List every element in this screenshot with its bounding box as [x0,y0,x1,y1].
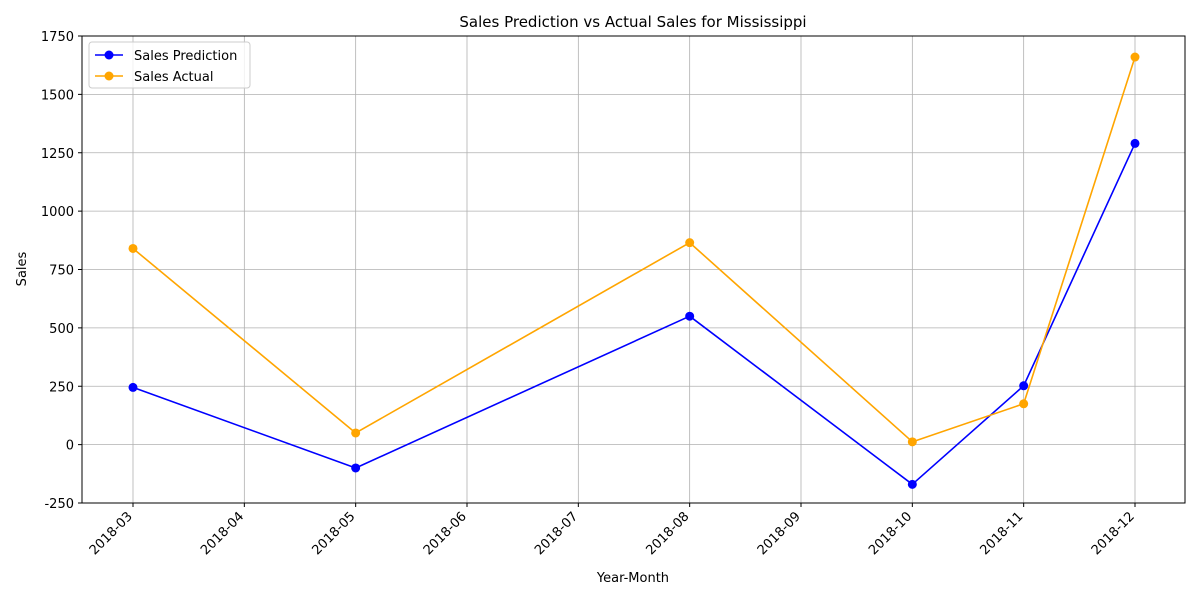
y-tick-label: 250 [49,380,74,395]
legend-label: Sales Prediction [134,49,237,64]
legend: Sales Prediction Sales Actual [88,41,251,89]
x-tick-label: 2018-06 [421,509,470,558]
y-tick-label: 1000 [41,205,74,220]
y-axis-label: Sales [15,251,30,286]
legend-item: Sales Prediction [95,49,237,64]
data-point [1130,52,1140,62]
data-point [907,437,917,447]
legend-label: Sales Actual [134,70,213,85]
data-point [685,311,695,321]
x-tick-label: 2018-12 [1089,509,1138,558]
chart-title: Sales Prediction vs Actual Sales for Mis… [459,13,806,31]
x-tick-label: 2018-08 [643,509,692,558]
legend-marker [104,71,114,81]
series-layer [128,52,1140,489]
x-tick-label: 2018-03 [87,509,136,558]
legend-marker [104,50,114,60]
x-tick-label: 2018-05 [309,509,358,558]
x-tick-label: 2018-04 [198,509,247,558]
y-tick-label: -250 [44,497,74,512]
grid-lines [82,35,1185,504]
series-line [132,56,1136,443]
y-tick-label: 1250 [41,147,74,162]
x-tick-label: 2018-10 [866,509,915,558]
data-point [128,382,138,392]
y-tick-label: 750 [49,264,74,279]
data-point [907,479,917,489]
axis-ticks: 2018-03 2018-04 2018-05 2018-06 2018-07 2018-… [41,30,1138,558]
data-point [351,463,361,473]
x-axis-label: Year-Month [596,571,669,586]
y-tick-label: 0 [66,439,74,454]
series-0 [128,138,1140,489]
y-tick-label: 500 [49,322,74,337]
y-tick-label: 1750 [41,30,74,45]
series-line [132,143,1136,486]
series-1 [128,52,1140,447]
legend-item: Sales Actual [95,70,213,85]
data-point [128,243,138,253]
x-tick-label: 2018-07 [532,509,581,558]
data-point [1019,381,1029,391]
x-tick-label: 2018-11 [977,509,1026,558]
data-point [1130,138,1140,148]
data-point [685,238,695,248]
x-tick-label: 2018-09 [755,509,804,558]
legend-box [88,41,251,89]
y-tick-label: 1500 [41,88,74,103]
data-point [1019,399,1029,409]
data-point [351,428,361,438]
